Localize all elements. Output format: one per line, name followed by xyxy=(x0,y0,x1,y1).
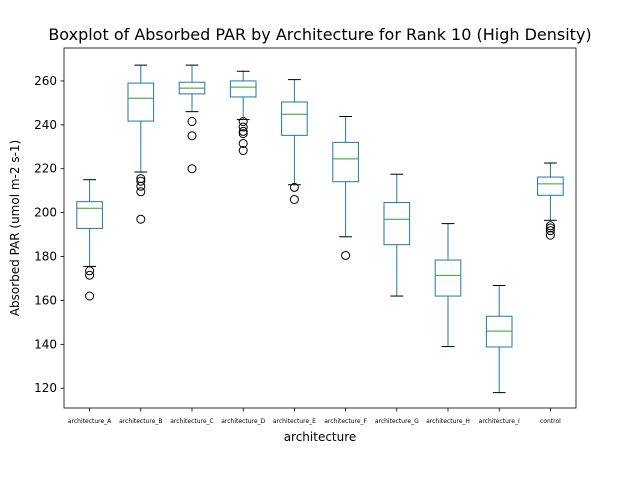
x-tick-label: architecture_G xyxy=(375,418,419,425)
iqr-box xyxy=(127,82,155,122)
outlier-point xyxy=(238,138,248,148)
outlier-point xyxy=(85,266,95,276)
x-tick-label: architecture_A xyxy=(68,418,112,425)
box-group-architecture_H xyxy=(434,223,462,348)
outlier-point xyxy=(136,214,146,224)
outlier-point xyxy=(136,181,146,191)
box-group-architecture_A xyxy=(76,179,103,301)
outlier-point xyxy=(238,146,248,156)
plot-area xyxy=(76,64,564,394)
outlier-point xyxy=(545,226,555,236)
box-group-architecture_D xyxy=(229,70,257,156)
iqr-box xyxy=(229,80,257,98)
y-axis: 120 140 160 180 200 220 240 260 xyxy=(34,74,64,395)
iqr-box xyxy=(281,101,308,136)
x-tick-label: architecture_E xyxy=(273,418,316,425)
iqr-box xyxy=(383,202,411,246)
y-tick-label: 200 xyxy=(34,206,57,220)
outlier-point xyxy=(545,223,555,233)
y-tick-label: 240 xyxy=(34,118,57,132)
y-axis-label: Absorbed PAR (umol m-2 s-1) xyxy=(8,140,22,316)
outlier-point xyxy=(187,117,197,127)
outlier-point xyxy=(136,176,146,186)
y-tick-label: 260 xyxy=(34,74,57,88)
x-axis: architecture_A architecture_B architecture… xyxy=(68,408,561,425)
box-group-architecture_G xyxy=(383,173,411,297)
outlier-point xyxy=(238,126,248,136)
y-tick-label: 120 xyxy=(34,381,57,395)
outlier-point xyxy=(85,291,95,301)
chart-title: Boxplot of Absorbed PAR by Architecture … xyxy=(48,25,591,44)
outlier-point xyxy=(85,270,95,280)
outlier-point xyxy=(238,129,248,139)
outlier-point xyxy=(136,187,146,197)
x-tick-label: architecture_C xyxy=(170,418,214,425)
iqr-box xyxy=(434,259,462,297)
box-group-architecture_C xyxy=(178,64,206,174)
y-tick-label: 220 xyxy=(34,162,57,176)
box-group-architecture_B xyxy=(127,64,155,224)
outlier-point xyxy=(545,230,555,240)
outlier-point xyxy=(238,117,248,127)
outlier-point xyxy=(187,131,197,141)
box-group-architecture_E xyxy=(281,79,308,204)
box-group-architecture_F xyxy=(332,115,359,260)
y-tick-label: 180 xyxy=(34,250,57,264)
x-tick-label: control xyxy=(540,418,561,425)
x-tick-label: architecture_D xyxy=(221,418,265,425)
outlier-point xyxy=(341,250,351,260)
outlier-point xyxy=(289,182,299,192)
x-tick-label: architecture_I xyxy=(479,418,520,425)
x-tick-label: architecture_B xyxy=(119,418,162,425)
outlier-point xyxy=(545,221,555,231)
x-axis-label: architecture xyxy=(284,430,357,444)
axes-frame xyxy=(63,47,577,409)
outlier-point xyxy=(187,164,197,174)
iqr-box xyxy=(332,141,359,183)
box-group-architecture_I xyxy=(485,285,513,394)
y-tick-label: 140 xyxy=(34,337,57,351)
outlier-point xyxy=(289,194,299,204)
x-tick-label: architecture_F xyxy=(324,418,367,425)
x-tick-label: architecture_H xyxy=(426,418,470,425)
box-group-control xyxy=(537,162,564,240)
y-tick-label: 160 xyxy=(34,293,57,307)
outlier-point xyxy=(238,122,248,132)
iqr-box xyxy=(76,201,103,229)
iqr-box xyxy=(537,176,564,196)
